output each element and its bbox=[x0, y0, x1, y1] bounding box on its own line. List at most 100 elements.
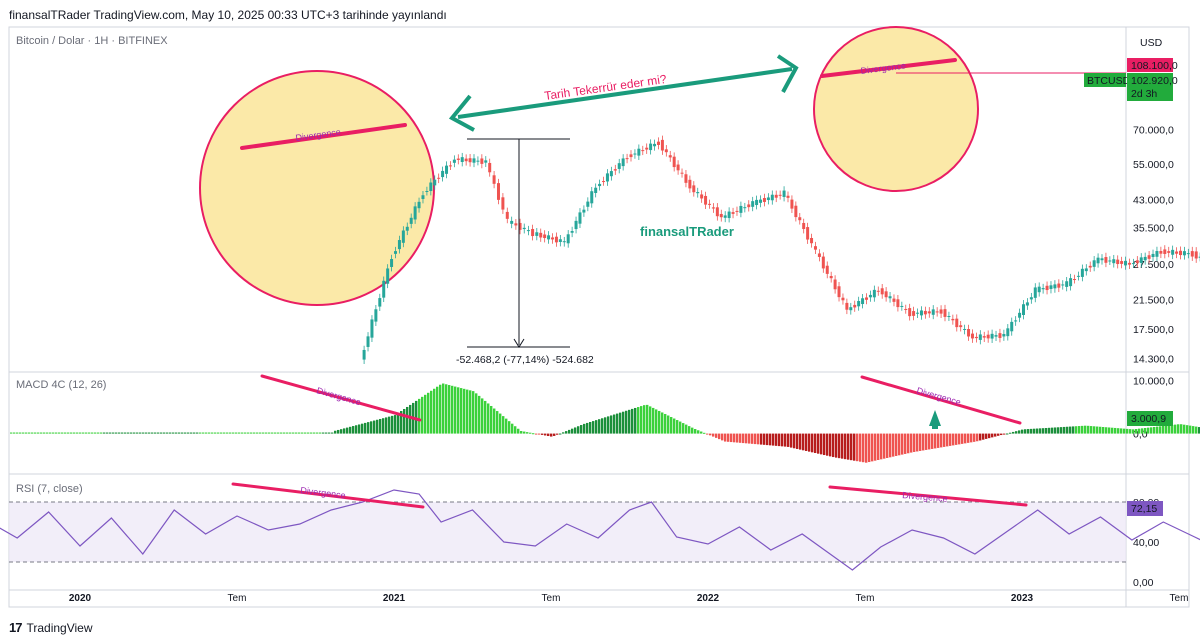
tradingview-logo-icon: 17 bbox=[9, 620, 23, 635]
candle-body bbox=[1022, 304, 1025, 315]
candle-body bbox=[1080, 268, 1084, 277]
macd-bar bbox=[904, 433, 907, 454]
rsi-tick-label: 40,00 bbox=[1133, 537, 1159, 549]
candle-body bbox=[739, 205, 743, 213]
macd-bar bbox=[601, 418, 604, 434]
macd-bar bbox=[508, 421, 511, 434]
macd-bar bbox=[607, 416, 610, 434]
candle-body bbox=[570, 230, 574, 233]
macd-bar bbox=[931, 433, 934, 449]
macd-bar bbox=[94, 432, 97, 434]
macd-bar bbox=[451, 385, 454, 434]
macd-bar bbox=[502, 416, 505, 434]
macd-bar bbox=[691, 427, 694, 434]
candle-body bbox=[1179, 250, 1182, 256]
macd-bar bbox=[133, 432, 136, 434]
macd-bar bbox=[1027, 429, 1030, 434]
macd-bar bbox=[373, 420, 376, 434]
candle-body bbox=[880, 288, 884, 295]
macd-bar bbox=[928, 433, 931, 450]
candle-body bbox=[849, 307, 853, 311]
candle-body bbox=[645, 147, 649, 150]
macd-bar bbox=[970, 433, 973, 443]
macd-bar bbox=[481, 398, 484, 434]
candle-body bbox=[802, 222, 806, 230]
rsi-title[interactable]: RSI (7, close) bbox=[16, 483, 83, 495]
macd-bar bbox=[781, 433, 784, 447]
macd-bar bbox=[688, 426, 691, 434]
macd-bar bbox=[667, 415, 670, 434]
macd-bar bbox=[811, 433, 814, 453]
macd-bar bbox=[442, 383, 445, 434]
candle-body bbox=[755, 199, 759, 206]
candle-body bbox=[692, 185, 696, 193]
macd-bar bbox=[322, 432, 325, 434]
symbol-title[interactable]: Bitcoin / Dolar · 1H · BITFINEX bbox=[16, 35, 168, 47]
macd-bar bbox=[22, 432, 25, 434]
candle-body bbox=[594, 187, 598, 193]
macd-bar bbox=[1198, 427, 1200, 434]
macd-bar bbox=[112, 432, 115, 434]
macd-bar bbox=[178, 432, 181, 434]
macd-bar bbox=[1075, 426, 1078, 434]
candle-body bbox=[919, 310, 923, 316]
candle-body bbox=[1155, 251, 1159, 257]
macd-bar bbox=[778, 433, 781, 447]
macd-bar bbox=[214, 432, 217, 434]
candle-body bbox=[1029, 297, 1033, 300]
macd-bar bbox=[751, 433, 754, 444]
macd-bar bbox=[343, 428, 346, 434]
candle-body bbox=[382, 280, 386, 298]
candle-body bbox=[774, 194, 778, 198]
macd-bar bbox=[595, 420, 598, 434]
macd-divergence-label-left: Divergence bbox=[315, 385, 362, 407]
macd-bar bbox=[724, 433, 727, 442]
candle-body bbox=[476, 160, 480, 162]
macd-bar bbox=[319, 432, 322, 434]
candle-body bbox=[1167, 251, 1171, 253]
macd-bar bbox=[1171, 424, 1174, 434]
last-price-text: 102.920,0 bbox=[1131, 75, 1178, 87]
candle-body bbox=[460, 157, 464, 162]
macd-bar bbox=[175, 432, 178, 434]
macd-bar bbox=[1192, 426, 1195, 434]
macd-bar bbox=[520, 431, 523, 434]
candle-body bbox=[680, 172, 684, 174]
macd-bar bbox=[1051, 427, 1054, 434]
candle-body bbox=[664, 149, 668, 153]
macd-bar bbox=[652, 407, 655, 434]
candle-body bbox=[829, 276, 833, 279]
macd-bar bbox=[655, 409, 658, 434]
macd-bar bbox=[1180, 424, 1183, 434]
macd-tick-label: 10.000,0 bbox=[1133, 376, 1174, 388]
macd-bar bbox=[949, 433, 952, 446]
macd-bar bbox=[262, 432, 265, 434]
macd-bar bbox=[154, 432, 157, 434]
macd-bar bbox=[1129, 429, 1132, 434]
macd-bar bbox=[328, 432, 331, 434]
macd-bar bbox=[1117, 428, 1120, 434]
candle-body bbox=[1151, 253, 1155, 258]
macd-bar bbox=[409, 404, 412, 434]
candle-body bbox=[417, 201, 421, 209]
macd-bar bbox=[289, 432, 292, 434]
macd-bar bbox=[292, 432, 295, 434]
macd-bar bbox=[1195, 426, 1198, 434]
measure-arrow bbox=[513, 338, 525, 348]
candle-body bbox=[770, 194, 774, 201]
price-tick-label: 17.500,0 bbox=[1133, 324, 1174, 336]
tradingview-logo[interactable]: 17 TradingView bbox=[9, 620, 93, 635]
macd-bar bbox=[82, 432, 85, 434]
macd-bar bbox=[142, 432, 145, 434]
macd-title[interactable]: MACD 4C (12, 26) bbox=[16, 379, 107, 391]
candle-body bbox=[786, 195, 790, 198]
macd-bar bbox=[538, 433, 541, 435]
macd-bar bbox=[946, 433, 949, 447]
candle-body bbox=[704, 195, 708, 205]
macd-bar bbox=[982, 433, 985, 440]
candle-body bbox=[452, 159, 456, 163]
candle-body bbox=[625, 158, 629, 160]
macd-bar bbox=[427, 392, 430, 434]
candle-body bbox=[464, 158, 468, 162]
macd-bar bbox=[604, 417, 607, 434]
